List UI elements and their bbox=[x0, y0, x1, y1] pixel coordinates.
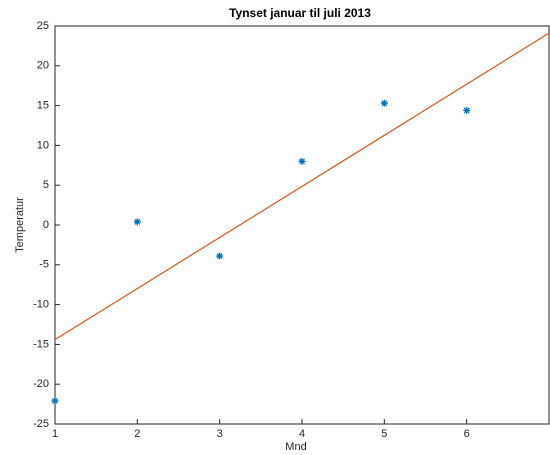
plot-area bbox=[54, 25, 550, 425]
data-point bbox=[51, 397, 59, 405]
data-point bbox=[216, 252, 224, 260]
data-point bbox=[298, 157, 306, 165]
fit-line bbox=[54, 32, 550, 341]
data-point bbox=[463, 106, 471, 114]
y-tick-label: 15 bbox=[37, 100, 49, 112]
y-tick-label: -25 bbox=[33, 418, 49, 430]
y-tick-label: 25 bbox=[37, 20, 49, 32]
x-tick-label: 3 bbox=[217, 428, 223, 440]
y-tick-label: -5 bbox=[39, 259, 49, 271]
y-tick-label: -20 bbox=[33, 378, 49, 390]
x-tick-label: 6 bbox=[464, 428, 470, 440]
x-tick-label: 1 bbox=[52, 428, 58, 440]
y-axis-label: Temperatur bbox=[14, 197, 26, 253]
y-tick-label: -10 bbox=[33, 299, 49, 311]
y-tick-label: 10 bbox=[37, 139, 49, 151]
y-tick-label: 5 bbox=[43, 179, 49, 191]
x-tick-label: 4 bbox=[299, 428, 305, 440]
data-point bbox=[380, 99, 388, 107]
x-tick-label: 5 bbox=[381, 428, 387, 440]
x-axis-label: Mnd bbox=[285, 441, 306, 453]
y-tick-label: 20 bbox=[37, 60, 49, 72]
y-tick-label: -15 bbox=[33, 338, 49, 350]
data-point bbox=[133, 218, 141, 226]
y-tick-label: 0 bbox=[43, 219, 49, 231]
chart-title: Tynset januar til juli 2013 bbox=[229, 6, 371, 20]
x-tick-label: 2 bbox=[134, 428, 140, 440]
